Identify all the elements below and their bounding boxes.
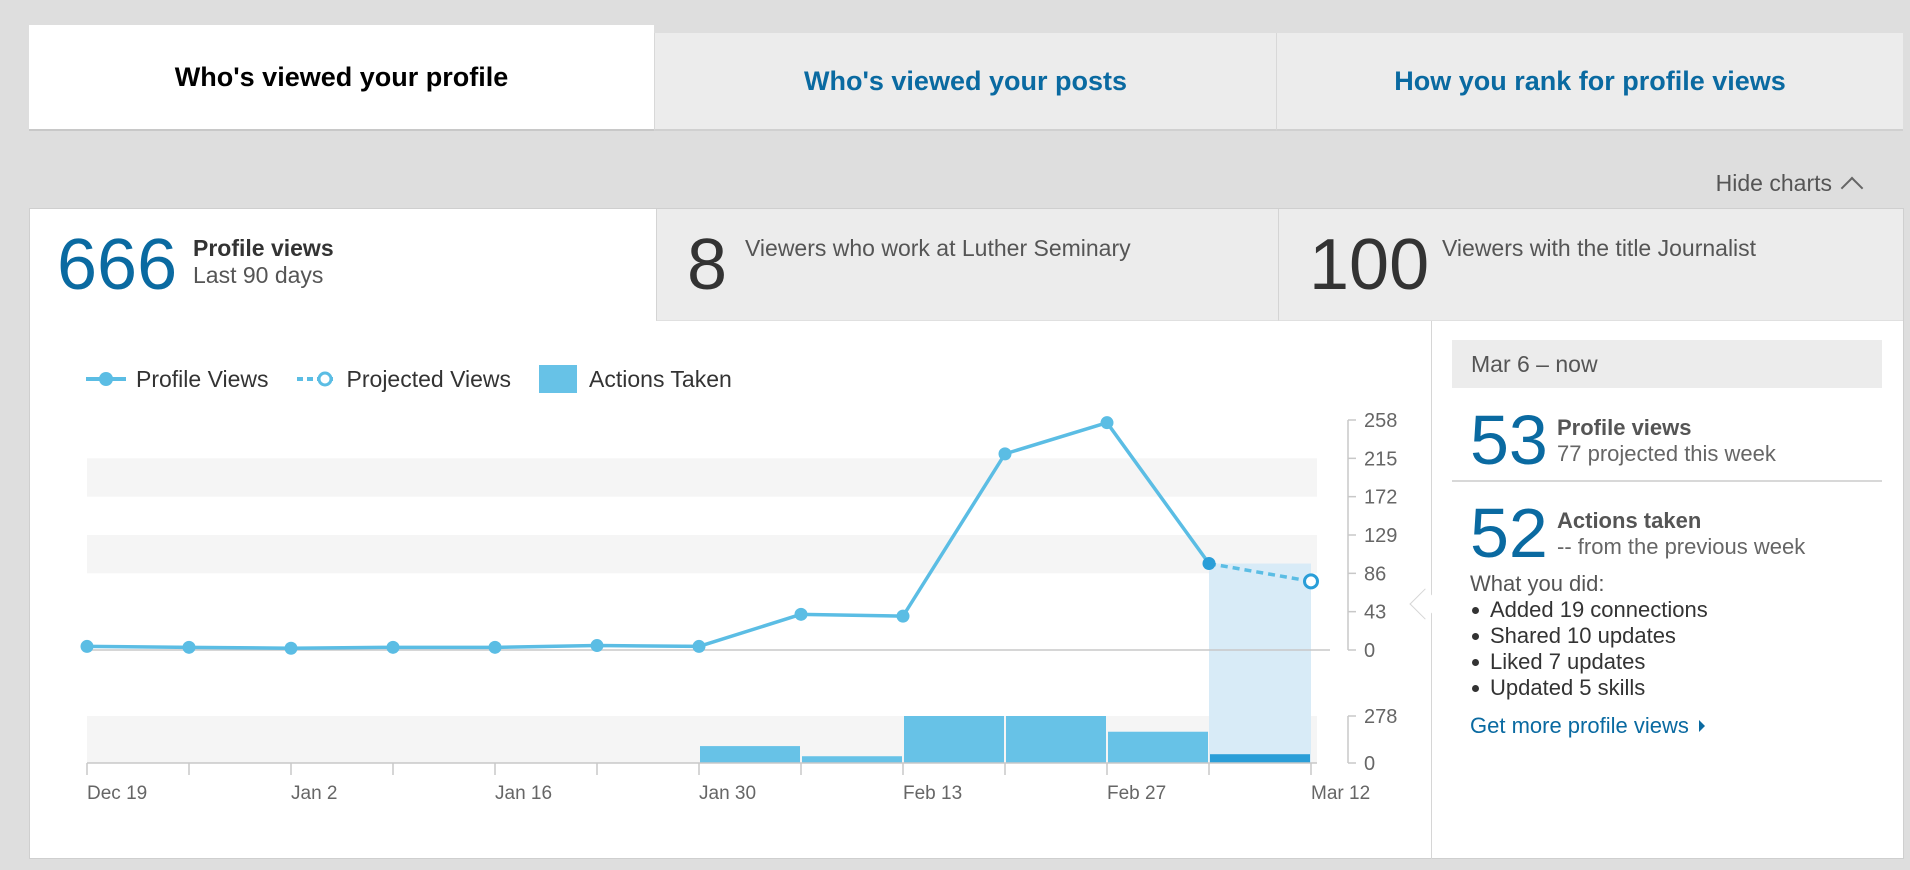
y-tick-label: 86	[1364, 563, 1386, 585]
projected-views-line	[1208, 561, 1312, 584]
x-tick-label: Dec 19	[87, 783, 147, 804]
weekly-actions-label: Actions taken -- from the previous week	[1557, 508, 1805, 560]
actions-bar	[904, 716, 1004, 763]
stat-profile-views[interactable]: 666 Profile views Last 90 days	[30, 209, 656, 321]
profile-views-point	[896, 609, 910, 623]
y-tick-label: 129	[1364, 525, 1397, 547]
grid-band	[87, 458, 1317, 497]
profile-views-point	[1202, 557, 1216, 571]
link-label: Get more profile views	[1470, 713, 1689, 738]
projection-area	[1209, 563, 1311, 763]
legend-label: Profile Views	[136, 365, 269, 392]
actions-bar	[802, 756, 902, 763]
profile-views-point	[1100, 416, 1114, 430]
actions-bar	[700, 746, 800, 763]
legend-label: Projected Views	[346, 365, 512, 392]
stats-row: 666 Profile views Last 90 days 8 Viewers…	[30, 209, 1903, 321]
hide-charts-label: Hide charts	[1715, 170, 1832, 196]
profile-views-point	[488, 640, 502, 654]
stat-title: Profile views	[193, 235, 334, 261]
y-tick-label: 172	[1364, 487, 1397, 509]
list-item: Added 19 connections	[1470, 597, 1708, 623]
chevron-up-icon	[1840, 176, 1864, 199]
x-tick-label: Feb 27	[1107, 783, 1166, 804]
stat-label: Profile views Last 90 days	[193, 235, 334, 289]
chart-legend: Profile Views Projected Views Actions Ta…	[86, 365, 760, 393]
stat-value: 8	[687, 225, 728, 305]
x-tick-label: Jan 16	[495, 783, 552, 804]
stat-title-viewers[interactable]: 100 Viewers with the title Journalist	[1278, 209, 1903, 321]
views-chart: Dec 19 Jan 2 Jan 16 Jan 30 Feb 13 Feb 27 Mar 1…	[80, 410, 1397, 804]
stat-title: Viewers who work at Luther Seminary	[745, 235, 1131, 261]
divider	[1452, 480, 1882, 482]
period-label: Mar 6 – now	[1452, 340, 1882, 388]
x-tick-label: Mar 12	[1311, 783, 1370, 804]
profile-views-point	[590, 639, 604, 653]
stat-company-viewers[interactable]: 8 Viewers who work at Luther Seminary	[656, 209, 1278, 321]
weekly-views-title: Profile views	[1557, 415, 1692, 440]
y-tick-label: 43	[1364, 602, 1386, 624]
weekly-views-label: Profile views 77 projected this week	[1557, 415, 1776, 467]
tab-profile-viewers[interactable]: Who's viewed your profile	[29, 25, 654, 131]
tab-post-viewers[interactable]: Who's viewed your posts	[654, 33, 1276, 131]
profile-views-point	[794, 607, 808, 621]
profile-views-point	[284, 641, 298, 655]
profile-views-point	[692, 639, 706, 653]
tab-rank[interactable]: How you rank for profile views	[1276, 33, 1903, 131]
grid-band	[87, 535, 1317, 574]
y-tick-label: 258	[1364, 410, 1397, 432]
bar-swatch-icon	[539, 365, 578, 393]
y-tick-label: 0	[1364, 640, 1375, 662]
x-tick-label: Jan 2	[291, 783, 337, 804]
profile-views-point	[998, 447, 1012, 461]
activity-list: Added 19 connections Shared 10 updates L…	[1470, 597, 1708, 701]
caret-right-icon	[1698, 720, 1705, 732]
weekly-views-value: 53	[1470, 401, 1548, 479]
stat-value: 666	[57, 225, 178, 305]
actions-bar	[1006, 716, 1106, 763]
tab-bar: Who's viewed your profile Who's viewed y…	[29, 25, 1903, 131]
list-item: Updated 5 skills	[1470, 675, 1708, 701]
activity-summary: What you did: Added 19 connections Share…	[1470, 571, 1708, 701]
actions-bar	[1108, 731, 1208, 763]
y-tick-label: 215	[1364, 448, 1397, 470]
chart-area: Dec 19 Jan 2 Jan 16 Jan 30 Feb 13 Feb 27 Mar 1…	[30, 321, 1431, 859]
y-tick-label: 278	[1364, 706, 1397, 728]
stat-subtitle: Last 90 days	[193, 262, 324, 288]
legend-projected-views: Projected Views	[296, 365, 512, 393]
list-item: Liked 7 updates	[1470, 649, 1708, 675]
y-tick-label: 0	[1364, 753, 1375, 775]
activity-heading: What you did:	[1470, 571, 1605, 596]
list-item: Shared 10 updates	[1470, 623, 1708, 649]
actions-bar	[1210, 754, 1310, 763]
dashed-line-marker-icon	[296, 371, 337, 387]
get-more-views-link[interactable]: Get more profile views	[1470, 713, 1705, 739]
profile-views-point	[182, 640, 196, 654]
profile-views-point	[80, 639, 94, 653]
weekly-actions-sub: -- from the previous week	[1557, 534, 1806, 559]
projected-views-point	[1303, 573, 1319, 590]
weekly-views-sub: 77 projected this week	[1557, 441, 1776, 466]
x-tick-label: Feb 13	[903, 783, 962, 804]
x-tick-label: Jan 30	[699, 783, 756, 804]
weekly-summary-panel: Mar 6 – now 53 Profile views 77 projecte…	[1409, 321, 1903, 859]
legend-actions-taken: Actions Taken	[539, 365, 732, 393]
weekly-actions-value: 52	[1470, 494, 1548, 572]
stat-value: 100	[1309, 225, 1430, 305]
profile-views-line	[86, 420, 1211, 650]
legend-label: Actions Taken	[589, 365, 732, 392]
weekly-actions-title: Actions taken	[1557, 508, 1702, 533]
analytics-card: 666 Profile views Last 90 days 8 Viewers…	[29, 208, 1904, 859]
hide-charts-toggle[interactable]: Hide charts	[1715, 170, 1864, 199]
solid-line-marker-icon	[86, 372, 126, 386]
legend-profile-views: Profile Views	[86, 366, 269, 393]
stat-title: Viewers with the title Journalist	[1442, 235, 1757, 261]
profile-views-point	[386, 640, 400, 654]
